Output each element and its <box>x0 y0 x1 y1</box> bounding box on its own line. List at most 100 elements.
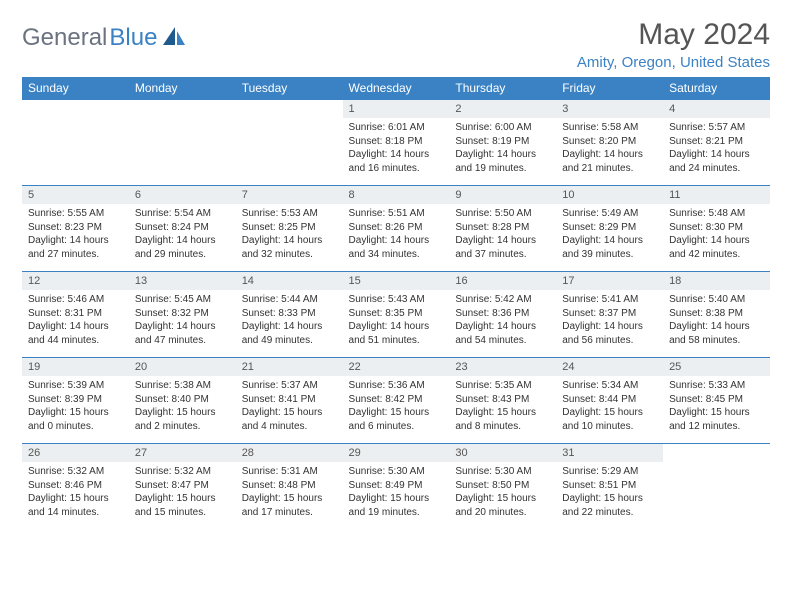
daylight-text: Daylight: 14 hours and 24 minutes. <box>669 148 764 175</box>
sunset-text: Sunset: 8:21 PM <box>669 135 764 149</box>
sunset-text: Sunset: 8:25 PM <box>242 221 337 235</box>
sunset-text: Sunset: 8:24 PM <box>135 221 230 235</box>
sunrise-text: Sunrise: 5:30 AM <box>455 465 550 479</box>
daylight-text: Daylight: 14 hours and 21 minutes. <box>562 148 657 175</box>
calendar-cell: 26Sunrise: 5:32 AMSunset: 8:46 PMDayligh… <box>22 444 129 530</box>
day-number: 29 <box>343 444 450 462</box>
calendar-cell: 28Sunrise: 5:31 AMSunset: 8:48 PMDayligh… <box>236 444 343 530</box>
day-number: 12 <box>22 272 129 290</box>
location-text: Amity, Oregon, United States <box>577 54 770 71</box>
calendar-cell: 1Sunrise: 6:01 AMSunset: 8:18 PMDaylight… <box>343 100 450 186</box>
sunrise-text: Sunrise: 5:32 AM <box>135 465 230 479</box>
calendar-row: 12Sunrise: 5:46 AMSunset: 8:31 PMDayligh… <box>22 272 770 358</box>
logo-text-part2: Blue <box>109 24 157 52</box>
calendar-cell <box>236 100 343 186</box>
daylight-text: Daylight: 15 hours and 6 minutes. <box>349 406 444 433</box>
day-number: 6 <box>129 186 236 204</box>
sunset-text: Sunset: 8:51 PM <box>562 479 657 493</box>
col-monday: Monday <box>129 77 236 100</box>
day-number: 13 <box>129 272 236 290</box>
day-number: 27 <box>129 444 236 462</box>
calendar-cell: 21Sunrise: 5:37 AMSunset: 8:41 PMDayligh… <box>236 358 343 444</box>
sunrise-text: Sunrise: 5:40 AM <box>669 293 764 307</box>
calendar-cell: 12Sunrise: 5:46 AMSunset: 8:31 PMDayligh… <box>22 272 129 358</box>
day-details: Sunrise: 5:57 AMSunset: 8:21 PMDaylight:… <box>663 118 770 178</box>
calendar-cell <box>663 444 770 530</box>
sunrise-text: Sunrise: 5:48 AM <box>669 207 764 221</box>
sunset-text: Sunset: 8:36 PM <box>455 307 550 321</box>
day-number: 26 <box>22 444 129 462</box>
calendar-cell: 3Sunrise: 5:58 AMSunset: 8:20 PMDaylight… <box>556 100 663 186</box>
daylight-text: Daylight: 15 hours and 14 minutes. <box>28 492 123 519</box>
calendar-cell: 19Sunrise: 5:39 AMSunset: 8:39 PMDayligh… <box>22 358 129 444</box>
daylight-text: Daylight: 14 hours and 47 minutes. <box>135 320 230 347</box>
sunrise-text: Sunrise: 5:45 AM <box>135 293 230 307</box>
sunrise-text: Sunrise: 5:43 AM <box>349 293 444 307</box>
day-details: Sunrise: 5:40 AMSunset: 8:38 PMDaylight:… <box>663 290 770 350</box>
daylight-text: Daylight: 15 hours and 12 minutes. <box>669 406 764 433</box>
sunset-text: Sunset: 8:30 PM <box>669 221 764 235</box>
daylight-text: Daylight: 14 hours and 19 minutes. <box>455 148 550 175</box>
daylight-text: Daylight: 14 hours and 37 minutes. <box>455 234 550 261</box>
sunrise-text: Sunrise: 5:44 AM <box>242 293 337 307</box>
col-tuesday: Tuesday <box>236 77 343 100</box>
sunrise-text: Sunrise: 5:42 AM <box>455 293 550 307</box>
month-title: May 2024 <box>577 18 770 52</box>
calendar-cell: 22Sunrise: 5:36 AMSunset: 8:42 PMDayligh… <box>343 358 450 444</box>
day-details: Sunrise: 5:31 AMSunset: 8:48 PMDaylight:… <box>236 462 343 522</box>
day-number: 2 <box>449 100 556 118</box>
daylight-text: Daylight: 15 hours and 0 minutes. <box>28 406 123 433</box>
calendar-cell: 14Sunrise: 5:44 AMSunset: 8:33 PMDayligh… <box>236 272 343 358</box>
sunset-text: Sunset: 8:19 PM <box>455 135 550 149</box>
sunrise-text: Sunrise: 5:57 AM <box>669 121 764 135</box>
calendar-cell: 6Sunrise: 5:54 AMSunset: 8:24 PMDaylight… <box>129 186 236 272</box>
daylight-text: Daylight: 14 hours and 42 minutes. <box>669 234 764 261</box>
sunrise-text: Sunrise: 6:00 AM <box>455 121 550 135</box>
day-details: Sunrise: 5:29 AMSunset: 8:51 PMDaylight:… <box>556 462 663 522</box>
calendar-table: Sunday Monday Tuesday Wednesday Thursday… <box>22 77 770 530</box>
day-details: Sunrise: 5:33 AMSunset: 8:45 PMDaylight:… <box>663 376 770 436</box>
sunrise-text: Sunrise: 5:34 AM <box>562 379 657 393</box>
calendar-cell: 11 Sunrise: 5:48 AMSunset: 8:30 PMDayligh… <box>663 186 770 272</box>
sunrise-text: Sunrise: 5:29 AM <box>562 465 657 479</box>
day-number: 9 <box>449 186 556 204</box>
day-number: 11 <box>663 186 770 204</box>
day-number: 14 <box>236 272 343 290</box>
daylight-text: Daylight: 14 hours and 16 minutes. <box>349 148 444 175</box>
sunset-text: Sunset: 8:48 PM <box>242 479 337 493</box>
sunset-text: Sunset: 8:45 PM <box>669 393 764 407</box>
day-number: 3 <box>556 100 663 118</box>
calendar-cell: 7Sunrise: 5:53 AMSunset: 8:25 PMDaylight… <box>236 186 343 272</box>
calendar-cell: 13Sunrise: 5:45 AMSunset: 8:32 PMDayligh… <box>129 272 236 358</box>
daylight-text: Daylight: 15 hours and 22 minutes. <box>562 492 657 519</box>
sunrise-text: Sunrise: 5:41 AM <box>562 293 657 307</box>
day-number: 18 <box>663 272 770 290</box>
day-number: 4 <box>663 100 770 118</box>
sunrise-text: Sunrise: 5:35 AM <box>455 379 550 393</box>
sunset-text: Sunset: 8:33 PM <box>242 307 337 321</box>
sunrise-text: Sunrise: 5:53 AM <box>242 207 337 221</box>
daylight-text: Daylight: 14 hours and 54 minutes. <box>455 320 550 347</box>
daylight-text: Daylight: 14 hours and 58 minutes. <box>669 320 764 347</box>
calendar-cell: 27Sunrise: 5:32 AMSunset: 8:47 PMDayligh… <box>129 444 236 530</box>
calendar-cell: 15Sunrise: 5:43 AMSunset: 8:35 PMDayligh… <box>343 272 450 358</box>
calendar-cell: 9Sunrise: 5:50 AMSunset: 8:28 PMDaylight… <box>449 186 556 272</box>
day-details: Sunrise: 6:01 AMSunset: 8:18 PMDaylight:… <box>343 118 450 178</box>
day-number: 10 <box>556 186 663 204</box>
day-details: Sunrise: 5:54 AMSunset: 8:24 PMDaylight:… <box>129 204 236 264</box>
daylight-text: Daylight: 14 hours and 51 minutes. <box>349 320 444 347</box>
calendar-cell: 24Sunrise: 5:34 AMSunset: 8:44 PMDayligh… <box>556 358 663 444</box>
daylight-text: Daylight: 15 hours and 17 minutes. <box>242 492 337 519</box>
sunset-text: Sunset: 8:39 PM <box>28 393 123 407</box>
daylight-text: Daylight: 15 hours and 15 minutes. <box>135 492 230 519</box>
day-details: Sunrise: 5:42 AMSunset: 8:36 PMDaylight:… <box>449 290 556 350</box>
sunset-text: Sunset: 8:31 PM <box>28 307 123 321</box>
sunset-text: Sunset: 8:37 PM <box>562 307 657 321</box>
calendar-cell: 8Sunrise: 5:51 AMSunset: 8:26 PMDaylight… <box>343 186 450 272</box>
calendar-cell: 2 Sunrise: 6:00 AMSunset: 8:19 PMDaylight… <box>449 100 556 186</box>
sunset-text: Sunset: 8:41 PM <box>242 393 337 407</box>
daylight-text: Daylight: 14 hours and 32 minutes. <box>242 234 337 261</box>
day-details: Sunrise: 5:30 AMSunset: 8:50 PMDaylight:… <box>449 462 556 522</box>
day-details: Sunrise: 5:43 AMSunset: 8:35 PMDaylight:… <box>343 290 450 350</box>
sunrise-text: Sunrise: 5:39 AM <box>28 379 123 393</box>
